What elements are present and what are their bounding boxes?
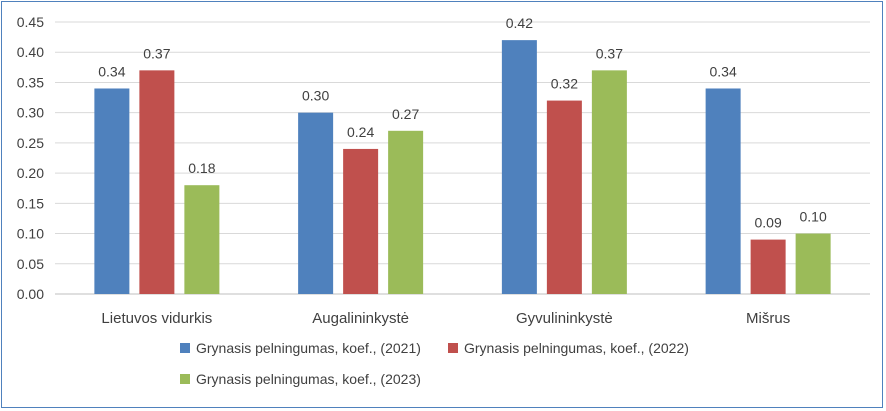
data-label: 0.18	[188, 160, 215, 176]
legend-label: Grynasis pelningumas, koef., (2022)	[464, 340, 689, 356]
bar	[139, 70, 175, 294]
data-label: 0.32	[551, 76, 578, 92]
bar	[501, 40, 537, 295]
legend-swatch	[180, 374, 190, 384]
y-tick-label: 0.05	[17, 256, 44, 272]
legend-swatch	[448, 343, 458, 353]
bar	[298, 112, 334, 295]
x-category-label: Gyvulininkystė	[516, 310, 613, 327]
data-label: 0.24	[347, 124, 374, 140]
bar	[184, 185, 220, 294]
data-label: 0.42	[506, 15, 533, 31]
bar	[94, 88, 130, 294]
legend-swatch	[180, 343, 190, 353]
data-label: 0.30	[302, 88, 329, 104]
legend-label: Grynasis pelningumas, koef., (2023)	[196, 371, 421, 387]
y-tick-label: 0.45	[17, 14, 44, 30]
x-category-label: Lietuvos vidurkis	[101, 310, 212, 327]
grid-lines	[55, 21, 870, 295]
x-category-label: Augalininkystė	[312, 310, 409, 327]
bar	[591, 70, 627, 294]
y-tick-label: 0.00	[17, 286, 44, 302]
legend-label: Grynasis pelningumas, koef., (2021)	[196, 340, 421, 356]
bar	[750, 239, 786, 294]
bars: 0.34 0.37 0.18 0.30 0.24 0.27 0.42 0.32 0.37 0.34…	[94, 15, 831, 295]
data-label: 0.09	[755, 215, 782, 231]
bar	[705, 88, 741, 294]
data-label: 0.27	[392, 106, 419, 122]
data-label: 0.37	[596, 45, 623, 61]
x-axis: Lietuvos vidurkis Augalininkystė Gyvulinin…	[101, 310, 790, 327]
bar	[388, 130, 424, 294]
x-category-label: Mišrus	[746, 310, 790, 327]
y-tick-label: 0.15	[17, 195, 44, 211]
y-tick-label: 0.25	[17, 135, 44, 151]
y-tick-label: 0.40	[17, 44, 44, 60]
legend: Grynasis pelningumas, koef., (2021) Gryna…	[180, 340, 689, 387]
bar	[546, 100, 582, 294]
y-tick-label: 0.30	[17, 105, 44, 121]
data-label: 0.37	[143, 45, 170, 61]
bar	[343, 148, 379, 294]
data-label: 0.34	[710, 63, 737, 79]
y-tick-label: 0.10	[17, 226, 44, 242]
y-axis: 0.00 0.05 0.10 0.15 0.20 0.25 0.30 0.35 0.40 0.45	[17, 14, 44, 302]
data-label: 0.10	[800, 209, 827, 225]
bar	[795, 233, 831, 294]
data-label: 0.34	[98, 63, 125, 79]
y-tick-label: 0.35	[17, 74, 44, 90]
y-tick-label: 0.20	[17, 165, 44, 181]
